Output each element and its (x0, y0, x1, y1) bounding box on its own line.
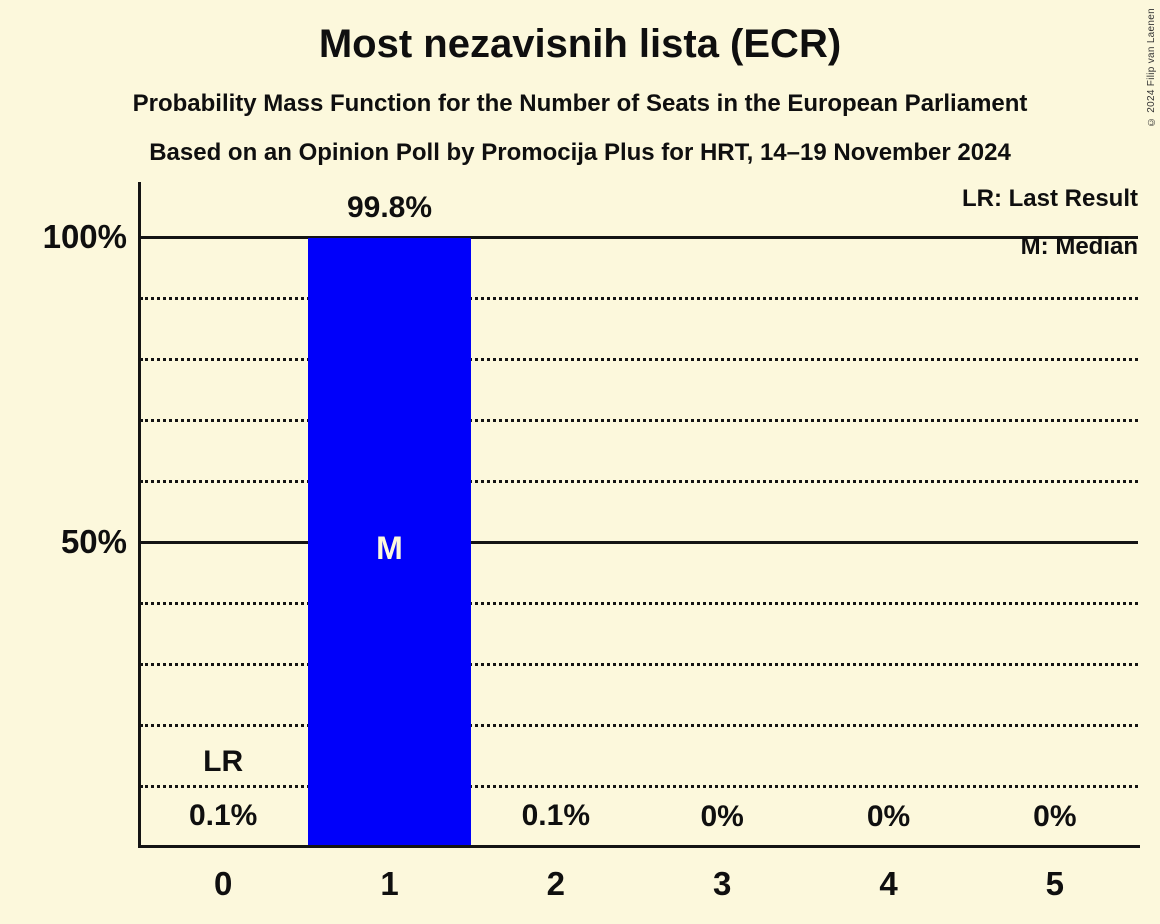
bar-value-label-0: 0.1% (188, 799, 258, 833)
x-tick-label-0: 0 (213, 865, 233, 902)
bar-value-label-3: 0% (700, 800, 744, 833)
y-tick-label-50pct: 50% (60, 523, 127, 560)
bar-value-label-2: 0.1% (521, 799, 591, 833)
gridline-dotted-40pct (140, 601, 1138, 605)
y-axis-line (138, 182, 141, 848)
median-marker: M (376, 530, 403, 566)
bar-seats-1 (307, 238, 472, 847)
copyright-notice: © 2024 Filip van Laenen (1146, 8, 1157, 128)
bar-value-label-4: 0% (866, 800, 911, 833)
chart-title: Most nezavisnih lista (ECR) (318, 22, 842, 66)
x-tick-label-4: 4 (879, 865, 898, 902)
gridline-dotted-30pct (140, 662, 1138, 666)
gridline-dotted-60pct (140, 479, 1138, 483)
gridline-solid-50pct (140, 540, 1138, 544)
gridline-dotted-80pct (140, 357, 1138, 361)
x-tick-label-3: 3 (712, 865, 732, 902)
bar-value-label-5: 0% (1033, 800, 1077, 833)
y-tick-label-100pct: 100% (42, 218, 127, 255)
gridline-solid-100pct (140, 235, 1138, 239)
chart-subtitle: Probability Mass Function for the Number… (132, 90, 1028, 117)
gridline-dotted-70pct (140, 418, 1138, 422)
x-axis-line (138, 845, 1140, 848)
legend-last-result: LR: Last Result (961, 185, 1138, 212)
plot-area: 0.1% LR 99.8% M 0.1% 0% 0% 0% (140, 191, 1138, 847)
bar-value-label-1: 99.8% (346, 191, 433, 225)
gridline-dotted-10pct (140, 784, 1138, 788)
x-tick-label-5: 5 (1045, 865, 1064, 902)
x-axis-labels: 0 1 2 3 4 5 (140, 864, 1138, 908)
legend-median: M: Median (1020, 233, 1138, 260)
last-result-marker: LR (203, 745, 244, 778)
gridline-dotted-90pct (140, 296, 1138, 300)
poll-source-line: Based on an Opinion Poll by Promocija Pl… (149, 139, 1011, 166)
x-tick-label-2: 2 (546, 865, 565, 902)
x-tick-label-1: 1 (380, 865, 399, 902)
gridline-dotted-20pct (140, 723, 1138, 727)
